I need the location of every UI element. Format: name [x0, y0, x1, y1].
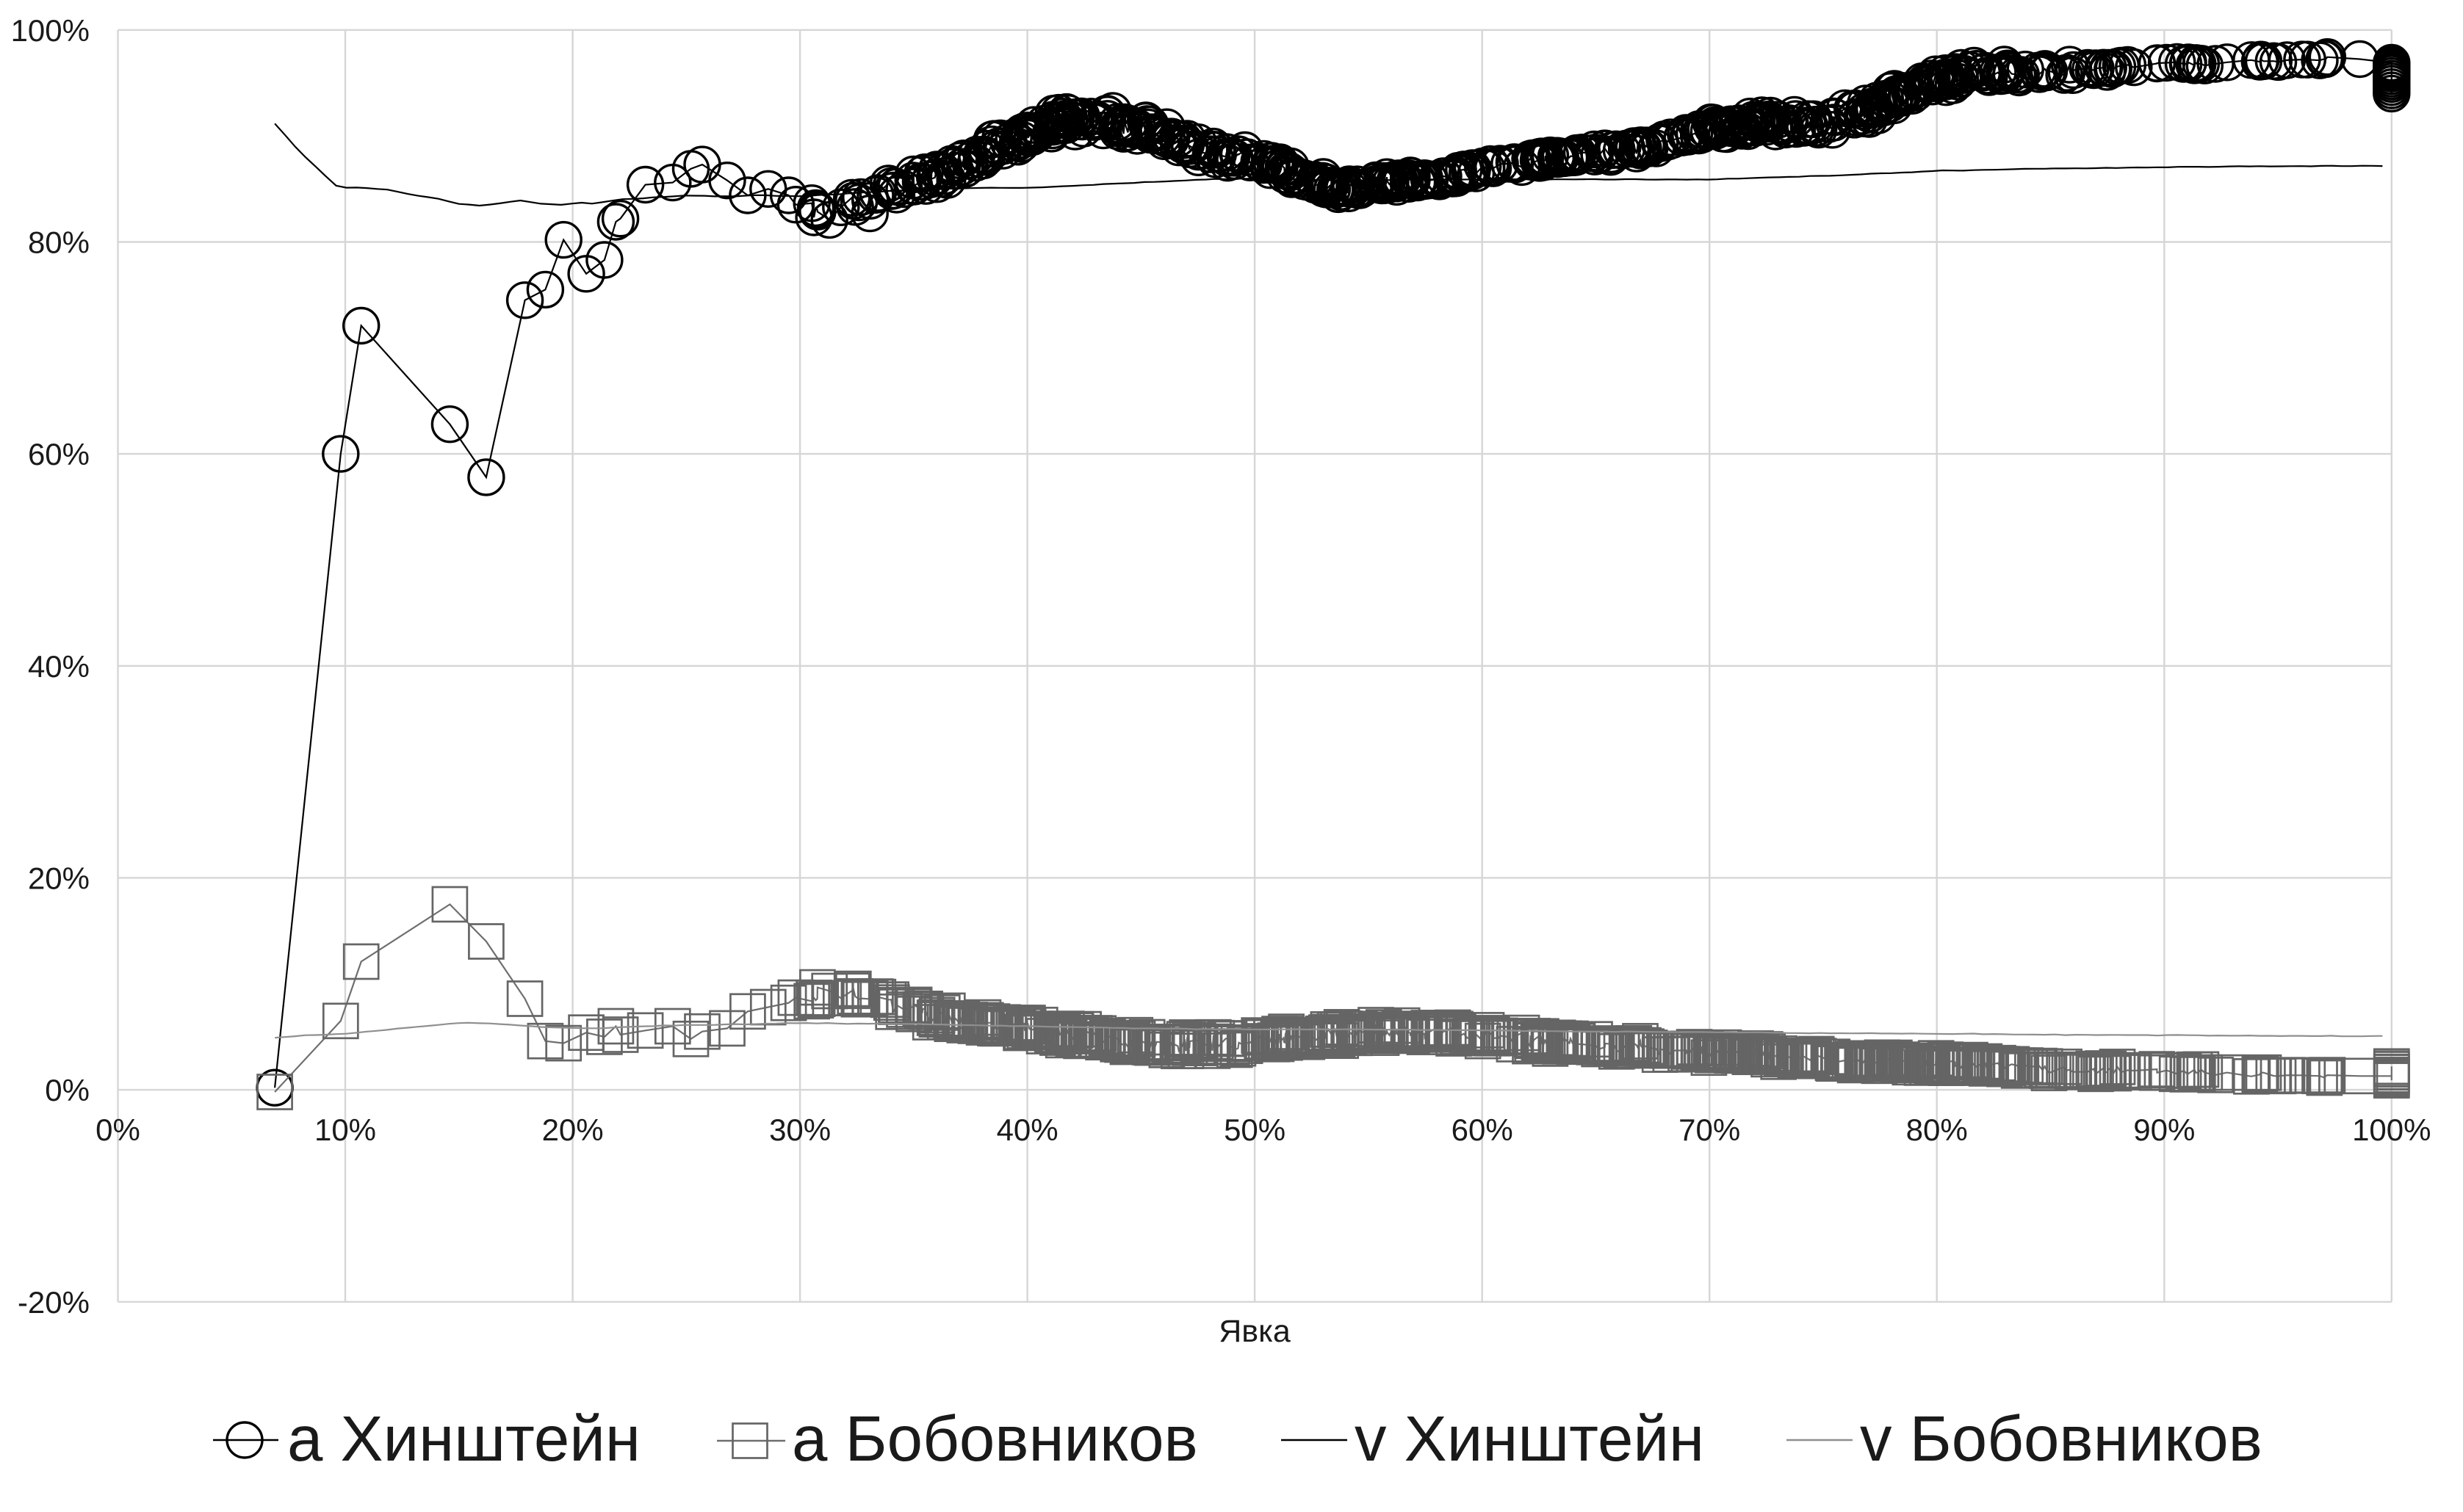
- svg-text:а Бобовников: а Бобовников: [792, 1403, 1198, 1475]
- svg-text:v Бобовников: v Бобовников: [1860, 1403, 2262, 1475]
- svg-text:0%: 0%: [95, 1113, 140, 1147]
- svg-text:v Хинштейн: v Хинштейн: [1355, 1403, 1704, 1475]
- svg-text:20%: 20%: [28, 861, 90, 895]
- svg-text:10%: 10%: [314, 1113, 376, 1147]
- svg-text:а Хинштейн: а Хинштейн: [287, 1403, 641, 1475]
- svg-text:60%: 60%: [28, 437, 90, 471]
- svg-text:40%: 40%: [997, 1113, 1059, 1147]
- svg-text:90%: 90%: [2133, 1113, 2195, 1147]
- svg-text:60%: 60%: [1452, 1113, 1513, 1147]
- svg-text:30%: 30%: [769, 1113, 831, 1147]
- svg-text:40%: 40%: [28, 649, 90, 684]
- svg-text:100%: 100%: [2352, 1113, 2431, 1147]
- svg-text:80%: 80%: [28, 225, 90, 260]
- svg-text:80%: 80%: [1906, 1113, 1968, 1147]
- svg-text:50%: 50%: [1224, 1113, 1285, 1147]
- svg-text:70%: 70%: [1678, 1113, 1740, 1147]
- svg-text:Явка: Явка: [1219, 1314, 1291, 1349]
- svg-text:0%: 0%: [45, 1073, 90, 1107]
- svg-text:-20%: -20%: [18, 1285, 90, 1320]
- svg-text:20%: 20%: [542, 1113, 604, 1147]
- svg-text:100%: 100%: [11, 13, 90, 48]
